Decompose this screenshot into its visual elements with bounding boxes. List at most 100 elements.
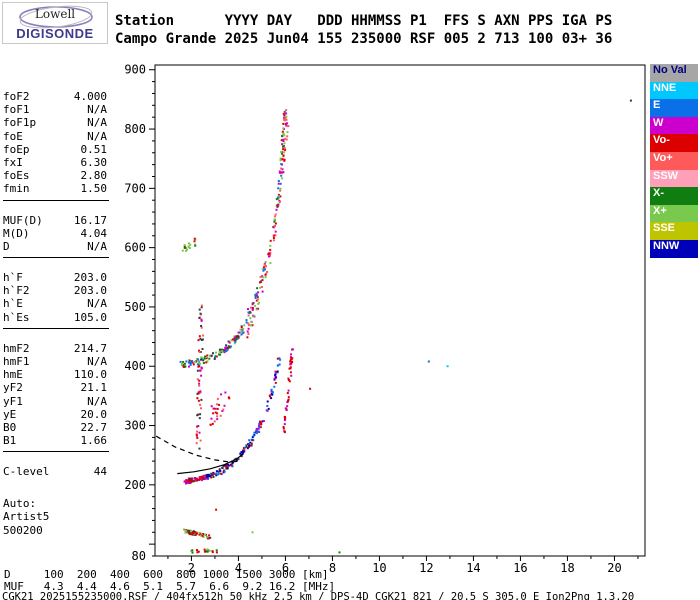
param-value: 105.0: [73, 310, 107, 324]
param-label: foF1p: [3, 116, 37, 130]
footer-info: CGK21_2025155235000.RSF / 404fx512h 50 k…: [2, 591, 635, 600]
param-label: B1: [3, 434, 17, 448]
legend-item-e: E: [650, 99, 698, 117]
param-row-b1: B1 1.66: [3, 434, 107, 447]
param-row-he: h`E N/A: [3, 297, 107, 310]
legend-item-sse: SSE: [650, 222, 698, 240]
auto-row: 500200: [3, 523, 43, 537]
legend-item-vo: Vo-: [650, 134, 698, 152]
trace-es-layer: [183, 528, 212, 540]
auto-row: Auto:: [3, 496, 37, 510]
param-value: 22.7: [80, 420, 108, 434]
param-row-yf2: yF2 21.1: [3, 381, 107, 394]
digisonde-logo: Lowell DIGISONDE: [2, 2, 108, 44]
svg-text:700: 700: [124, 181, 146, 195]
param-label: yF1: [3, 394, 23, 408]
param-row-fxi: fxI 6.30: [3, 156, 107, 169]
svg-text:10: 10: [372, 561, 386, 575]
param-label: fxI: [3, 155, 23, 169]
param-separator: [3, 327, 109, 329]
svg-text:8: 8: [329, 561, 336, 575]
param-label: h`E: [3, 297, 23, 311]
logo-lowell-text: Lowell: [34, 7, 76, 21]
svg-text:18: 18: [560, 561, 574, 575]
param-label: C-level: [3, 465, 50, 479]
svg-text:800: 800: [124, 122, 146, 136]
param-label: foEp: [3, 142, 30, 156]
param-value: 6.30: [80, 155, 108, 169]
muf-row: MUF 4.3 4.4 4.6 5.1 5.7 6.6 9.2 16.2 [MH…: [4, 580, 336, 593]
trace-second-order-rise-x: [246, 118, 290, 339]
trace-second-order-flat: [179, 331, 243, 368]
param-label: hmF1: [3, 355, 30, 368]
logo-digisonde-text: DIGISONDE: [16, 26, 94, 41]
param-row-foes: foEs 2.80: [3, 169, 107, 182]
param-label: foEs: [3, 169, 30, 183]
param-label: h`Es: [3, 310, 30, 324]
param-label: foE: [3, 129, 23, 143]
legend-item-nnw: NNW: [650, 239, 698, 258]
param-value: N/A: [87, 116, 107, 130]
trace-third-order: [181, 237, 197, 252]
param-row-hes: h`Es 105.0: [3, 311, 107, 324]
param-value: N/A: [87, 355, 107, 368]
param-value: N/A: [87, 129, 107, 143]
autoscaling-block: Auto: Artist5 500200: [3, 497, 111, 538]
param-row-fmin: fmin 1.50: [3, 182, 107, 195]
param-value: 4.04: [80, 226, 108, 240]
svg-text:900: 900: [124, 63, 146, 77]
param-separator: [3, 257, 109, 259]
legend-item-noval: No Val: [650, 64, 698, 82]
header-column-values: Campo Grande 2025 Jun04 155 235000 RSF 0…: [115, 31, 613, 47]
param-row-fof1p: foF1p N/A: [3, 116, 107, 129]
param-separator: [3, 199, 109, 201]
param-value: 16.17: [73, 213, 107, 227]
d-distance-row: D 100 200 400 600 800 1000 1500 3000 [km…: [4, 568, 329, 581]
header-column-names: Station YYYY DAY DDD HHMMSS P1 FFS S AXN…: [115, 13, 613, 29]
profile-line-solid: [177, 453, 244, 475]
param-label: D: [3, 239, 10, 253]
svg-text:600: 600: [124, 241, 146, 255]
legend-item-ssw: SSW: [650, 169, 698, 188]
param-label: foF1: [3, 103, 30, 117]
svg-text:200: 200: [124, 478, 146, 492]
plot-border: [154, 64, 646, 557]
param-label: hmE: [3, 368, 23, 382]
param-row-hf: h`F 203.0: [3, 271, 107, 284]
param-value: N/A: [87, 103, 107, 117]
trace-x-trace-steep: [282, 348, 294, 434]
param-row-ye: yE 20.0: [3, 408, 107, 421]
param-value: N/A: [87, 297, 107, 311]
param-value: 44: [93, 465, 107, 479]
svg-text:12: 12: [419, 561, 433, 575]
param-row-hf2: h`F2 203.0: [3, 284, 107, 297]
param-value: 2.80: [80, 169, 108, 183]
profile-line-dashed: [155, 435, 241, 463]
auto-row: Artist5: [3, 510, 50, 523]
param-value: 21.1: [80, 381, 108, 395]
param-row-hmf1: hmF1 N/A: [3, 355, 107, 368]
param-label: M(D): [3, 226, 30, 240]
param-row-foe: foE N/A: [3, 130, 107, 143]
param-row-mufd: MUF(D) 16.17: [3, 214, 107, 227]
trace-spread-column: [195, 304, 204, 450]
plot-background: [155, 65, 645, 556]
param-separator: [3, 451, 109, 453]
x-axis-labels: 2 4 6 8 10 12 14 16 18 20: [188, 561, 622, 575]
param-value: 203.0: [73, 271, 107, 285]
param-row-d: D N/A: [3, 240, 107, 253]
param-row-hme: hmE 110.0: [3, 368, 107, 381]
param-value: 4.000: [73, 90, 107, 103]
trace-f-trace-high: [251, 357, 282, 439]
svg-text:400: 400: [124, 359, 146, 373]
direction-legend: No Val NNE E W Vo- Vo+ SSW X- X+ SSE NNW: [650, 64, 698, 258]
param-label: foF2: [3, 90, 30, 103]
param-label: h`F2: [3, 284, 30, 298]
param-value: N/A: [87, 394, 107, 408]
param-value: 1.50: [80, 182, 108, 196]
y-axis-labels: 900 800 700 600 500 400 300 200 80: [124, 63, 146, 563]
param-value: 1.66: [80, 434, 108, 448]
param-value: 20.0: [80, 407, 108, 421]
param-row-fof2: foF2 4.000: [3, 90, 107, 103]
param-row-foep: foEp 0.51: [3, 143, 107, 156]
